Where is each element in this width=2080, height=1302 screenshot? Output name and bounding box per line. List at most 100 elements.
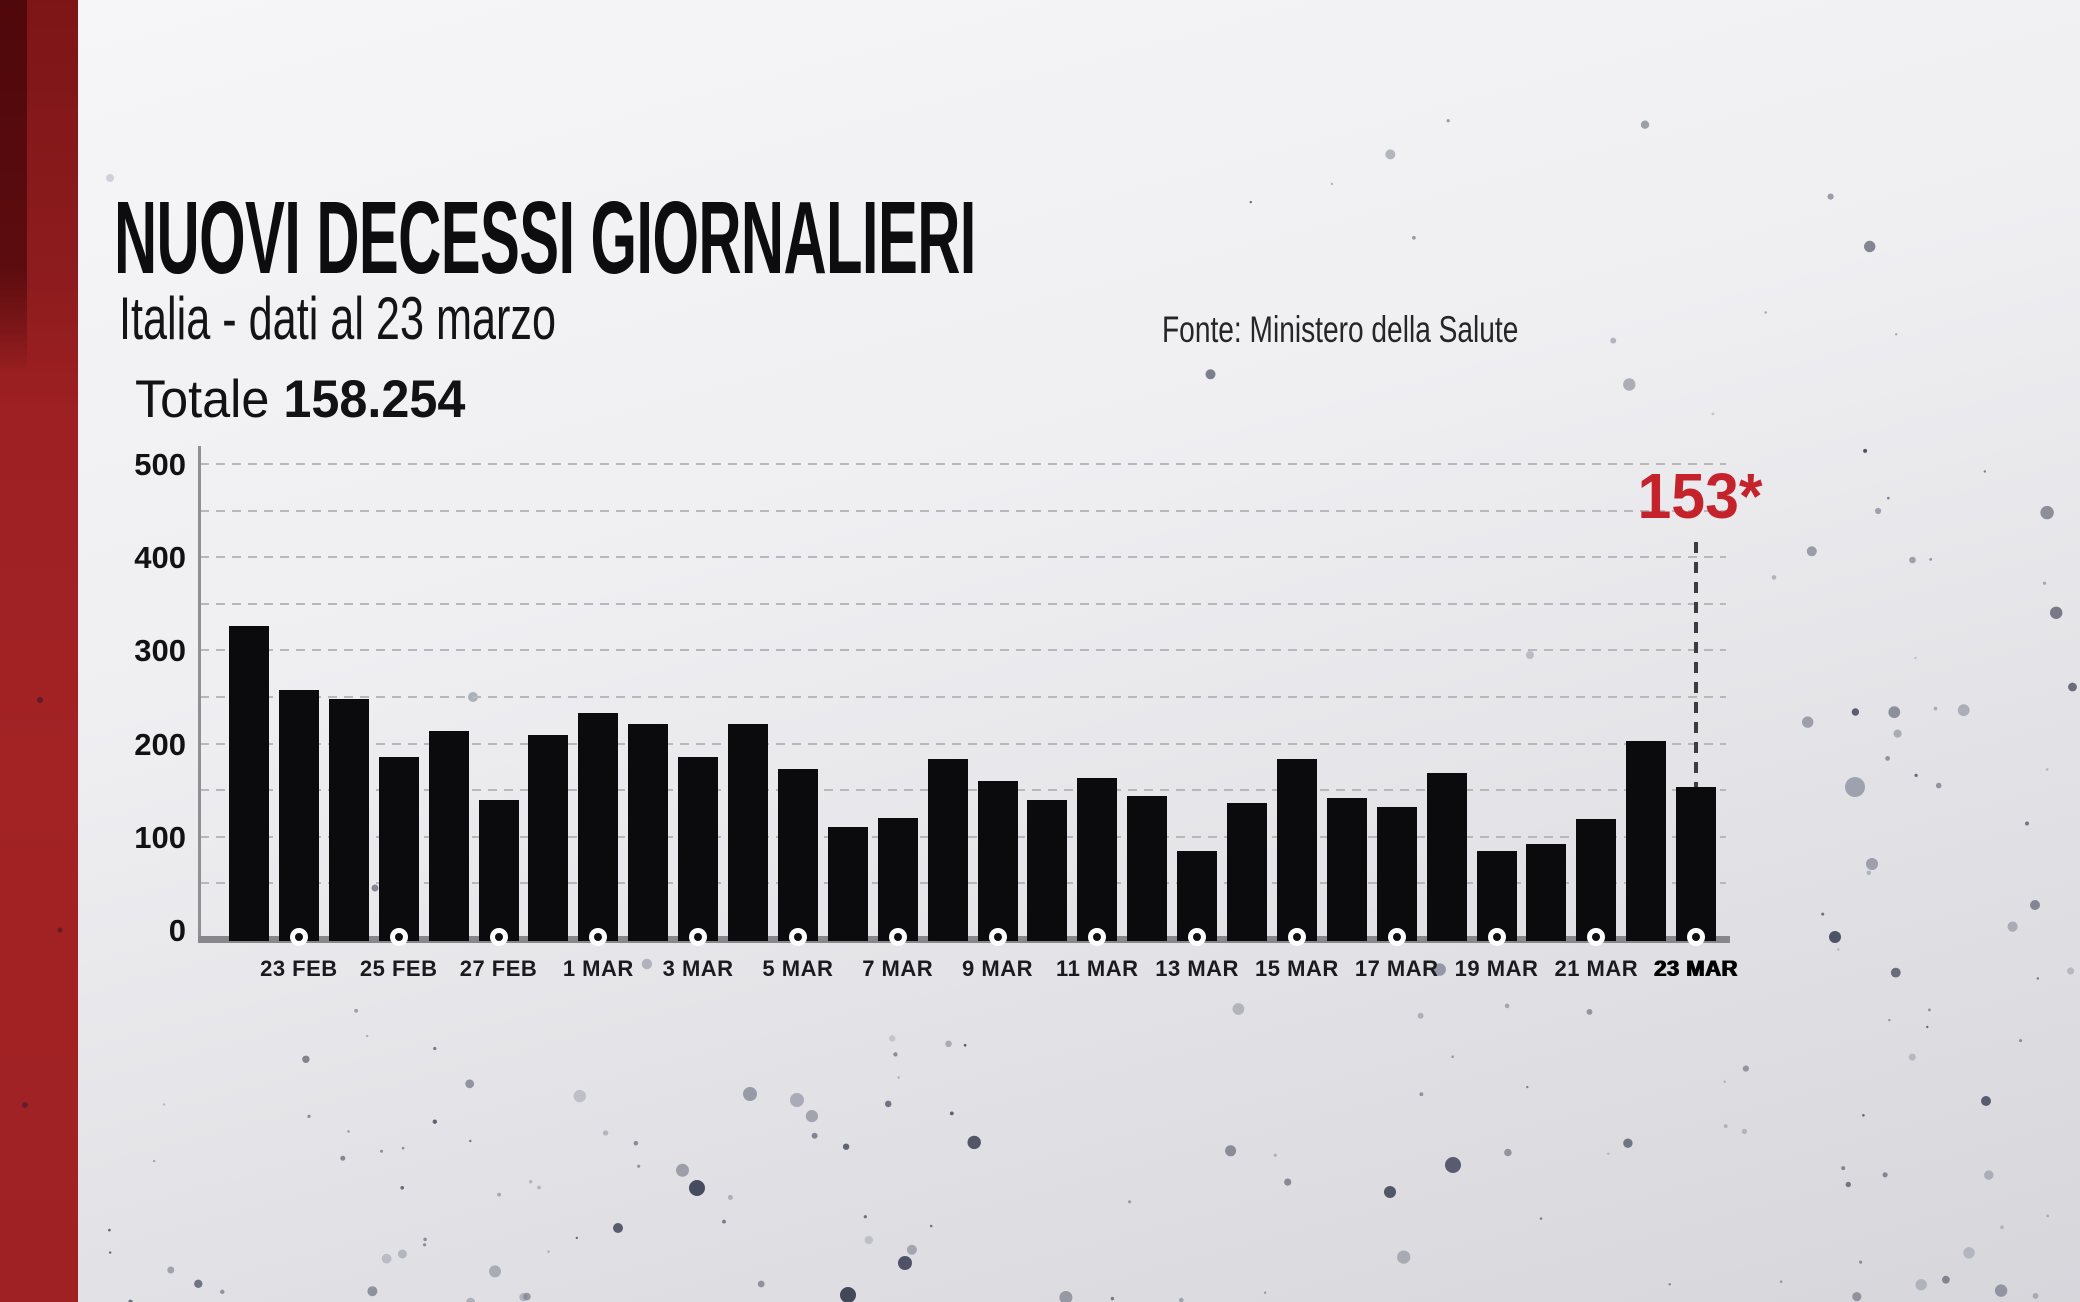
- baseline-dot: [1487, 928, 1506, 946]
- baseline-dot-core: [594, 933, 603, 941]
- baseline-dot: [1287, 928, 1306, 946]
- baseline-dot-core: [1692, 933, 1701, 941]
- baseline-dot: [1188, 928, 1207, 946]
- x-tick-label: 23 FEB: [260, 956, 338, 981]
- bar: [1526, 844, 1567, 941]
- bar: [977, 780, 1018, 941]
- baseline-dot: [489, 928, 508, 946]
- bar: [478, 799, 519, 941]
- bar: [1676, 787, 1717, 941]
- bar: [1376, 806, 1417, 941]
- baseline-dot: [788, 928, 807, 946]
- page-subtitle: Italia - dati al 23 marzo: [119, 285, 557, 352]
- baseline-dot-core: [793, 933, 802, 941]
- gridline: [200, 649, 1726, 652]
- baseline-dot: [389, 928, 408, 946]
- x-tick-label: 9 MAR: [962, 956, 1033, 981]
- y-axis-label: 400: [134, 540, 186, 576]
- baseline-dot-core: [394, 933, 403, 941]
- bar: [1077, 778, 1118, 941]
- x-tick-label: 1 MAR: [562, 956, 634, 981]
- baseline-dot-core: [294, 933, 303, 941]
- x-tick-label: 11 MAR: [1056, 956, 1139, 981]
- y-axis-label: 0: [168, 913, 186, 948]
- baseline-dot: [689, 928, 708, 946]
- baseline-dot-core: [1592, 933, 1601, 941]
- x-tick-label: 15 MAR: [1255, 956, 1339, 981]
- total-value: 158.254: [283, 370, 466, 429]
- bar: [728, 724, 768, 941]
- bar: [877, 818, 918, 941]
- page-title: NUOVI DECESSI GIORNALIERI: [114, 180, 976, 295]
- bar: [628, 724, 669, 941]
- red-band: [0, 0, 78, 1302]
- baseline-dot: [289, 928, 308, 946]
- baseline-dot-core: [893, 933, 902, 941]
- x-tick-label: 5 MAR: [762, 956, 834, 981]
- total-label: Totale: [135, 370, 284, 429]
- bar: [1177, 850, 1218, 941]
- baseline-dot: [988, 928, 1007, 946]
- x-tick-label: 13 MAR: [1155, 956, 1239, 981]
- bar: [1626, 740, 1667, 941]
- x-tick-label: 3 MAR: [662, 956, 734, 981]
- bar: [428, 730, 469, 941]
- gridline: [200, 463, 1726, 465]
- bar: [328, 698, 369, 941]
- baseline-dot-core: [494, 933, 503, 941]
- baseline-dot-core: [1292, 933, 1301, 941]
- gridline: [200, 509, 1726, 512]
- y-axis-line: [198, 446, 201, 943]
- annotation-value: 153*: [1637, 460, 1763, 532]
- gridline: [200, 696, 1726, 698]
- y-axis-label: 500: [134, 447, 186, 482]
- bar: [278, 690, 319, 941]
- gridline: [200, 742, 1726, 745]
- x-tick-label: 27 FEB: [459, 956, 538, 981]
- x-tick-label: 25 FEB: [359, 956, 438, 981]
- baseline-dot-core: [694, 933, 703, 941]
- gridline: [200, 602, 1726, 605]
- baseline-dot: [1387, 928, 1406, 946]
- baseline-dot-core: [1392, 933, 1401, 941]
- x-tick-label: 7 MAR: [862, 956, 934, 981]
- baseline-dot-core: [1492, 933, 1501, 941]
- bar: [578, 712, 619, 941]
- bar: [1227, 803, 1267, 941]
- bar: [528, 735, 569, 941]
- baseline-dot-core: [1093, 933, 1102, 941]
- x-tick-label: 17 MAR: [1354, 956, 1439, 981]
- x-tick-label: 21 MAR: [1554, 956, 1639, 981]
- bar: [1576, 819, 1617, 941]
- baseline-dot-core: [993, 933, 1002, 941]
- bar: [777, 768, 818, 941]
- red-band-dark-edge: [0, 0, 27, 372]
- annotation-dashed-line: [1694, 542, 1698, 788]
- total-line: Totale 158.254: [135, 373, 465, 426]
- baseline-dot: [1587, 928, 1606, 946]
- baseline-dot: [1088, 928, 1107, 946]
- bar: [1426, 773, 1467, 941]
- bar: [678, 756, 719, 941]
- bar: [229, 626, 269, 941]
- baseline-dot: [1687, 928, 1706, 946]
- bar: [378, 756, 419, 941]
- bar: [1127, 795, 1168, 941]
- baseline-dot: [888, 928, 907, 946]
- bar: [827, 827, 868, 941]
- bar: [927, 758, 968, 941]
- x-tick-label: 19 MAR: [1454, 956, 1539, 981]
- gridline: [200, 556, 1726, 559]
- y-axis-label: 300: [134, 633, 186, 669]
- y-axis-label: 200: [134, 726, 186, 762]
- bar: [1027, 799, 1068, 941]
- bar: [1276, 758, 1317, 941]
- source-credit: Fonte: Ministero della Salute: [1162, 309, 1519, 350]
- bar: [1326, 797, 1367, 941]
- bar: [1476, 850, 1517, 941]
- baseline-dot: [589, 928, 608, 946]
- baseline-dot-core: [1193, 933, 1202, 941]
- x-tick-label: 23 MAR: [1654, 956, 1738, 981]
- y-axis-label: 100: [134, 819, 186, 855]
